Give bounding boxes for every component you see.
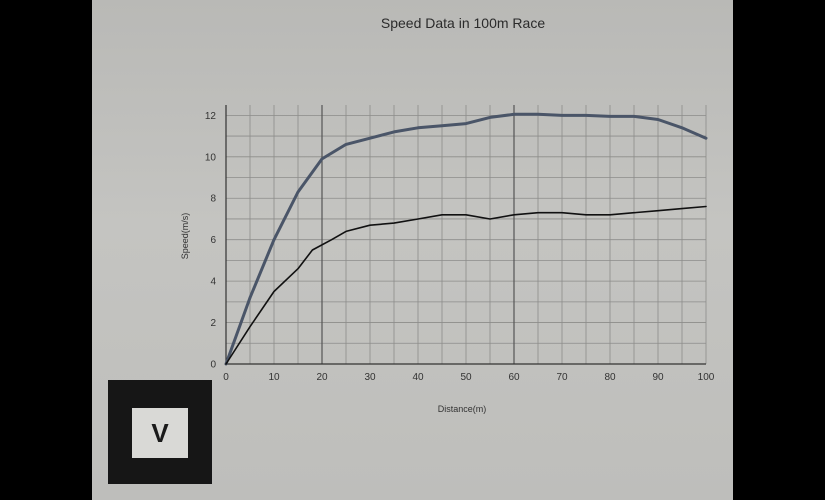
y-tick-label: 6 xyxy=(210,235,216,246)
series-line-1 xyxy=(224,112,708,366)
x-tick-label: 50 xyxy=(460,372,472,383)
logo-letter: V xyxy=(132,408,188,458)
x-tick-label: 60 xyxy=(508,372,520,383)
y-tick-label: 8 xyxy=(210,194,216,205)
x-tick-label: 20 xyxy=(316,372,328,383)
x-axis-label: Distance(m) xyxy=(438,404,487,414)
x-tick-label: 80 xyxy=(604,372,616,383)
x-tick-label: 30 xyxy=(364,372,376,383)
x-tick-label: 40 xyxy=(412,372,424,383)
y-tick-label: 4 xyxy=(210,277,216,288)
y-tick-label: 2 xyxy=(210,318,216,329)
series-line-2 xyxy=(225,205,707,365)
chart-ticks: 0 10 20 30 40 50 60 70 80 90 100 0 2 4 6 8 10 12 xyxy=(205,111,715,383)
x-tick-label: 0 xyxy=(223,372,229,383)
logo-badge: V xyxy=(108,380,212,484)
y-axis-label: Speed(m/s) xyxy=(180,213,190,260)
y-tick-label: 12 xyxy=(205,111,217,122)
y-tick-label: 0 xyxy=(210,360,216,371)
y-tick-label: 10 xyxy=(205,152,217,163)
x-tick-label: 100 xyxy=(698,372,715,383)
x-tick-label: 10 xyxy=(268,372,280,383)
x-tick-label: 90 xyxy=(652,372,664,383)
chart-series xyxy=(224,112,708,366)
chart-title: Speed Data in 100m Race xyxy=(381,15,545,31)
chart-grid xyxy=(225,105,707,365)
x-tick-label: 70 xyxy=(556,372,568,383)
